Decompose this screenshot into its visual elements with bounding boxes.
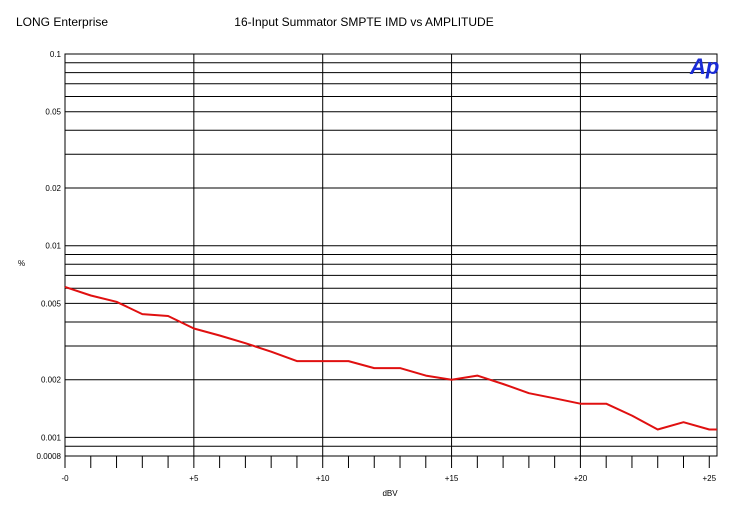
series-group bbox=[64, 285, 717, 431]
x-tick-label: +5 bbox=[189, 474, 199, 483]
y-tick-label: 0.01 bbox=[45, 242, 61, 251]
x-minor-ticks bbox=[64, 456, 710, 468]
x-axis-label: dBV bbox=[382, 489, 398, 498]
plot-frame bbox=[64, 53, 718, 457]
x-tick-label: +25 bbox=[702, 474, 716, 483]
x-tick-label: +20 bbox=[574, 474, 588, 483]
y-tick-label: 0.05 bbox=[45, 108, 61, 117]
ap-logo: Ap bbox=[689, 54, 719, 79]
chart-title: 16-Input Summator SMPTE IMD vs AMPLITUDE bbox=[234, 15, 494, 29]
company-name: LONG Enterprise bbox=[16, 15, 109, 29]
x-tick-labels: -0 +5 +10 +15 +20 +25 bbox=[61, 474, 716, 483]
y-tick-label: 0.02 bbox=[45, 184, 61, 193]
y-tick-labels: 0.1 0.05 0.02 0.01 0.005 0.002 0.001 0.0008 bbox=[37, 50, 62, 461]
y-tick-label: 0.001 bbox=[41, 433, 62, 442]
x-tick-label: -0 bbox=[61, 474, 69, 483]
chart-grid bbox=[65, 53, 717, 456]
y-axis-label: % bbox=[18, 259, 25, 268]
x-tick-label: +15 bbox=[445, 474, 459, 483]
x-tick-label: +10 bbox=[316, 474, 330, 483]
y-tick-label: 0.0008 bbox=[37, 452, 62, 461]
y-tick-label: 0.002 bbox=[41, 376, 62, 385]
chart-frame bbox=[64, 53, 718, 457]
y-tick-label: 0.1 bbox=[50, 50, 62, 59]
y-tick-label: 0.005 bbox=[41, 299, 62, 308]
series-line bbox=[64, 285, 717, 431]
